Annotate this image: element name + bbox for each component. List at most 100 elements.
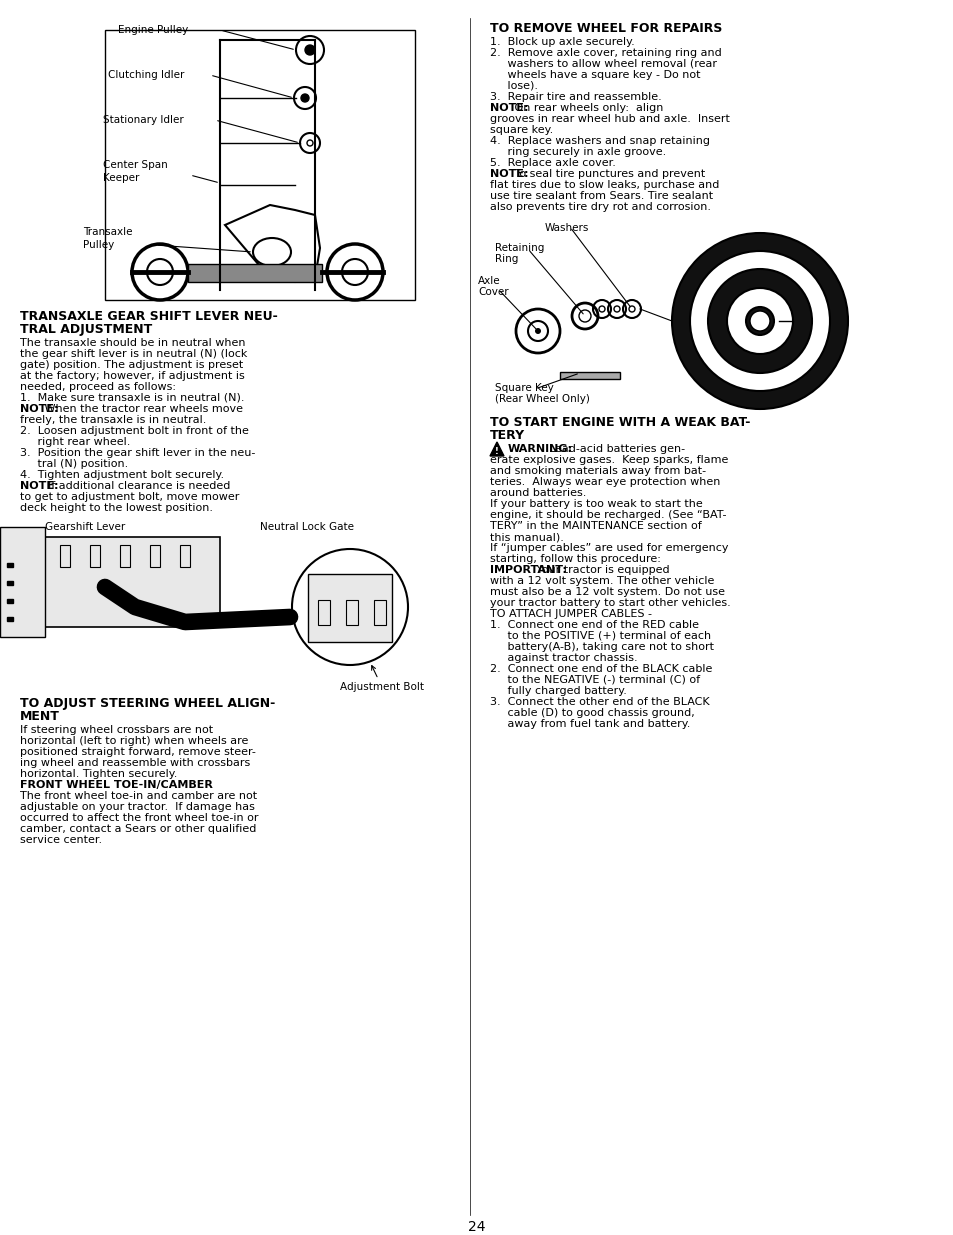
Bar <box>7 618 13 621</box>
Text: Ring: Ring <box>495 254 517 264</box>
Circle shape <box>98 580 112 594</box>
Bar <box>105 30 415 300</box>
Text: this manual).: this manual). <box>490 532 563 542</box>
Text: engine, it should be recharged. (See “BAT-: engine, it should be recharged. (See “BA… <box>490 510 726 520</box>
Text: If additional clearance is needed: If additional clearance is needed <box>41 480 231 492</box>
Circle shape <box>292 550 408 664</box>
Bar <box>120 545 130 567</box>
Text: TERY” in the MAINTENANCE section of: TERY” in the MAINTENANCE section of <box>490 521 701 531</box>
Bar <box>374 600 386 625</box>
Text: Adjustment Bolt: Adjustment Bolt <box>339 666 423 692</box>
Text: ing wheel and reassemble with crossbars: ing wheel and reassemble with crossbars <box>20 758 250 768</box>
Text: Stationary Idler: Stationary Idler <box>103 115 184 125</box>
Bar <box>7 599 13 603</box>
Text: service center.: service center. <box>20 835 102 845</box>
Text: The front wheel toe-in and camber are not: The front wheel toe-in and camber are no… <box>20 790 257 802</box>
Text: your tractor battery to start other vehicles.: your tractor battery to start other vehi… <box>490 598 730 608</box>
Text: NOTE:: NOTE: <box>490 169 528 179</box>
Text: The transaxle should be in neutral when: The transaxle should be in neutral when <box>20 338 245 348</box>
Text: and smoking materials away from bat-: and smoking materials away from bat- <box>490 466 705 475</box>
Text: 24: 24 <box>468 1220 485 1234</box>
Text: MENT: MENT <box>20 710 60 722</box>
Text: Gearshift Lever: Gearshift Lever <box>45 522 125 532</box>
Text: washers to allow wheel removal (rear: washers to allow wheel removal (rear <box>490 59 717 69</box>
Text: Your tractor is equipped: Your tractor is equipped <box>532 564 669 576</box>
Text: use tire sealant from Sears. Tire sealant: use tire sealant from Sears. Tire sealan… <box>490 191 713 201</box>
Bar <box>559 372 619 379</box>
Text: Transaxle: Transaxle <box>83 227 132 237</box>
Text: NOTE:: NOTE: <box>20 480 58 492</box>
Text: NOTE:: NOTE: <box>490 103 528 112</box>
Circle shape <box>726 288 792 354</box>
Text: 1.  Block up axle securely.: 1. Block up axle securely. <box>490 37 634 47</box>
Text: To seal tire punctures and prevent: To seal tire punctures and prevent <box>511 169 705 179</box>
Text: deck height to the lowest position.: deck height to the lowest position. <box>20 503 213 513</box>
Text: NOTE:: NOTE: <box>20 404 58 414</box>
Text: lose).: lose). <box>490 82 537 91</box>
Text: 2.  Remove axle cover, retaining ring and: 2. Remove axle cover, retaining ring and <box>490 48 721 58</box>
Text: freely, the transaxle is in neutral.: freely, the transaxle is in neutral. <box>20 415 206 425</box>
Text: 3.  Connect the other end of the BLACK: 3. Connect the other end of the BLACK <box>490 697 709 706</box>
Text: TRANSAXLE GEAR SHIFT LEVER NEU-: TRANSAXLE GEAR SHIFT LEVER NEU- <box>20 310 277 324</box>
Text: adjustable on your tractor.  If damage has: adjustable on your tractor. If damage ha… <box>20 802 254 811</box>
Text: 5.  Replace axle cover.: 5. Replace axle cover. <box>490 158 616 168</box>
Text: On rear wheels only:  align: On rear wheels only: align <box>511 103 663 112</box>
Circle shape <box>535 329 540 333</box>
Circle shape <box>301 94 309 103</box>
Text: If steering wheel crossbars are not: If steering wheel crossbars are not <box>20 725 213 735</box>
Text: also prevents tire dry rot and corrosion.: also prevents tire dry rot and corrosion… <box>490 203 710 212</box>
Text: Cover: Cover <box>477 287 508 296</box>
Text: grooves in rear wheel hub and axle.  Insert: grooves in rear wheel hub and axle. Inse… <box>490 114 729 124</box>
Text: Washers: Washers <box>544 224 589 233</box>
Text: to the POSITIVE (+) terminal of each: to the POSITIVE (+) terminal of each <box>490 631 710 641</box>
Text: Clutching Idler: Clutching Idler <box>108 70 184 80</box>
Text: 1.  Connect one end of the RED cable: 1. Connect one end of the RED cable <box>490 620 699 630</box>
Text: ring securely in axle groove.: ring securely in axle groove. <box>490 147 665 157</box>
Bar <box>7 580 13 585</box>
Text: 2.  Loosen adjustment bolt in front of the: 2. Loosen adjustment bolt in front of th… <box>20 426 249 436</box>
Text: TO ATTACH JUMPER CABLES -: TO ATTACH JUMPER CABLES - <box>490 609 651 619</box>
Text: 1.  Make sure transaxle is in neutral (N).: 1. Make sure transaxle is in neutral (N)… <box>20 393 244 403</box>
Text: Retaining: Retaining <box>495 243 544 253</box>
Bar <box>180 545 190 567</box>
Text: 4.  Tighten adjustment bolt securely.: 4. Tighten adjustment bolt securely. <box>20 471 224 480</box>
Bar <box>317 600 330 625</box>
Text: with a 12 volt system. The other vehicle: with a 12 volt system. The other vehicle <box>490 576 714 585</box>
Circle shape <box>671 233 847 409</box>
Bar <box>188 264 322 282</box>
Circle shape <box>689 251 829 391</box>
Text: teries.  Always wear eye protection when: teries. Always wear eye protection when <box>490 477 720 487</box>
Bar <box>90 545 100 567</box>
Text: battery(A-B), taking care not to short: battery(A-B), taking care not to short <box>490 642 713 652</box>
Bar <box>150 545 160 567</box>
Text: camber, contact a Sears or other qualified: camber, contact a Sears or other qualifi… <box>20 824 256 834</box>
Text: If “jumper cables” are used for emergency: If “jumper cables” are used for emergenc… <box>490 543 728 553</box>
Text: Axle: Axle <box>477 275 500 287</box>
Text: horizontal (left to right) when wheels are: horizontal (left to right) when wheels a… <box>20 736 248 746</box>
Bar <box>0 527 45 637</box>
Text: starting, follow this procedure:: starting, follow this procedure: <box>490 555 660 564</box>
Text: TO ADJUST STEERING WHEEL ALIGN-: TO ADJUST STEERING WHEEL ALIGN- <box>20 697 275 710</box>
Text: cable (D) to good chassis ground,: cable (D) to good chassis ground, <box>490 708 694 718</box>
Circle shape <box>707 269 811 373</box>
Text: flat tires due to slow leaks, purchase and: flat tires due to slow leaks, purchase a… <box>490 180 719 190</box>
Text: 3.  Position the gear shift lever in the neu-: 3. Position the gear shift lever in the … <box>20 448 255 458</box>
Text: TO REMOVE WHEEL FOR REPAIRS: TO REMOVE WHEEL FOR REPAIRS <box>490 22 721 35</box>
Text: needed, proceed as follows:: needed, proceed as follows: <box>20 382 175 391</box>
Text: Square Key: Square Key <box>495 383 553 393</box>
Text: to the NEGATIVE (-) terminal (C) of: to the NEGATIVE (-) terminal (C) of <box>490 676 700 685</box>
Bar <box>45 537 220 627</box>
Text: fully charged battery.: fully charged battery. <box>490 685 626 697</box>
Text: Lead-acid batteries gen-: Lead-acid batteries gen- <box>541 445 684 454</box>
Bar <box>346 600 357 625</box>
Text: positioned straight forward, remove steer-: positioned straight forward, remove stee… <box>20 747 255 757</box>
Text: square key.: square key. <box>490 125 553 135</box>
Text: away from fuel tank and battery.: away from fuel tank and battery. <box>490 719 690 729</box>
Text: against tractor chassis.: against tractor chassis. <box>490 653 637 663</box>
Text: to get to adjustment bolt, move mower: to get to adjustment bolt, move mower <box>20 492 239 501</box>
Text: IMPORTANT:: IMPORTANT: <box>490 564 566 576</box>
Circle shape <box>745 308 773 335</box>
Text: must also be a 12 volt system. Do not use: must also be a 12 volt system. Do not us… <box>490 587 724 597</box>
Text: right rear wheel.: right rear wheel. <box>20 437 131 447</box>
Text: horizontal. Tighten securely.: horizontal. Tighten securely. <box>20 769 177 779</box>
